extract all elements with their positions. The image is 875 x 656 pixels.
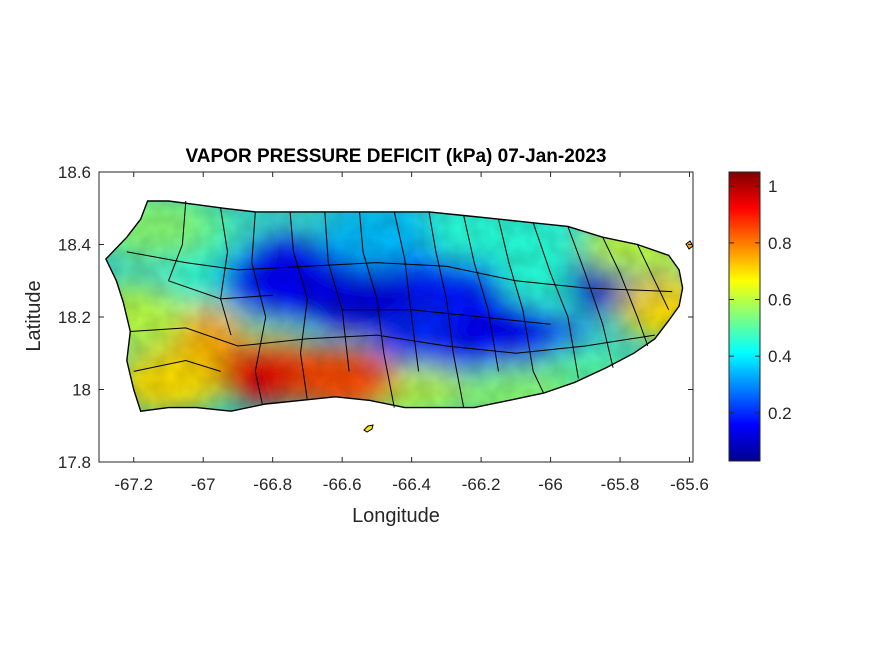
municipality-boundary [532, 222, 579, 379]
colorbar-tick-label: 1 [768, 177, 777, 196]
municipality-boundary [289, 211, 308, 401]
municipality-boundary [168, 200, 187, 281]
x-tick-label: -66.6 [323, 475, 362, 494]
colorbar-tick-label: 0.8 [768, 234, 792, 253]
x-tick-label: -66.4 [392, 475, 431, 494]
colorbar-tick-label: 0.4 [768, 347, 792, 366]
y-tick-label: 18.2 [58, 308, 91, 327]
vpd-field [105, 201, 683, 412]
plot-title: VAPOR PRESSURE DEFICIT (kPa) 07-Jan-2023 [186, 146, 607, 167]
x-tick-label: -67.2 [114, 475, 153, 494]
municipality-boundary [428, 211, 465, 408]
x-tick-label: -65.6 [670, 475, 709, 494]
x-axis-ticks: -67.2 -67 -66.8 -66.6 -66.4 -66.2 -66 -65.8 -65.… [114, 172, 709, 494]
y-axis-label: Latitude [23, 280, 45, 351]
x-tick-label: -65.8 [601, 475, 640, 494]
island-outline [105, 200, 684, 412]
municipality-boundary [342, 309, 551, 325]
municipality-boundary [393, 211, 420, 372]
x-tick-label: -66.8 [253, 475, 292, 494]
municipality-boundary [359, 211, 395, 408]
municipality-boundary [567, 226, 614, 368]
municipality-boundary [324, 211, 350, 372]
y-tick-label: 17.8 [58, 453, 91, 472]
municipality-boundary [168, 280, 273, 300]
colorbar-tick-label: 0.6 [768, 291, 792, 310]
colorbar-ticks: 1 0.8 0.6 0.4 0.2 [729, 177, 792, 423]
municipality-boundary [636, 244, 670, 311]
y-axis-ticks: 18.6 18.4 18.2 18 17.8 [58, 163, 693, 472]
islet-caja-de-muertos [363, 424, 374, 433]
x-tick-label: -67 [191, 475, 216, 494]
municipality-boundary [251, 211, 267, 405]
y-tick-label: 18.6 [58, 163, 91, 182]
colorbar-tick-label: 0.2 [768, 404, 792, 423]
municipality-boundary [130, 327, 655, 354]
y-tick-label: 18.4 [58, 236, 91, 255]
municipality-boundary [133, 359, 221, 372]
y-tick-label: 18 [72, 381, 91, 400]
municipality-boundary [463, 215, 499, 372]
municipality-boundary [220, 208, 232, 336]
x-tick-label: -66 [538, 475, 563, 494]
municipality-boundary [602, 236, 649, 347]
municipality-boundary [498, 218, 545, 394]
colorbar [728, 171, 761, 462]
municipality-boundaries [126, 200, 673, 408]
x-axis-label: Longitude [352, 505, 440, 527]
x-tick-label: -66.2 [462, 475, 501, 494]
municipality-boundary [126, 251, 673, 293]
